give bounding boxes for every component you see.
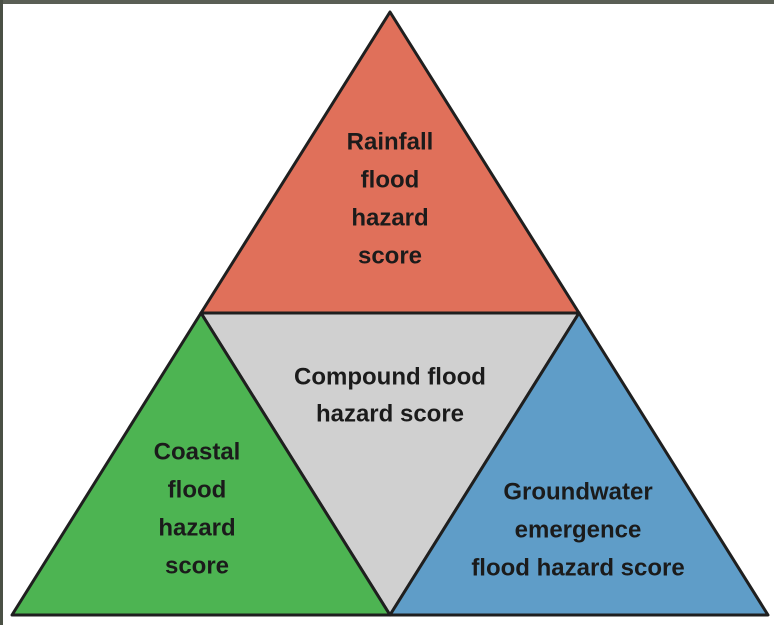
node-label: hazard [158,514,235,541]
node-label: emergence [515,516,642,543]
node-label: score [165,552,229,579]
node-label: Rainfall [347,128,434,155]
node-label: flood hazard score [471,554,684,581]
node-label: hazard [351,204,428,231]
node-label: Coastal [154,438,241,465]
node-label: score [358,242,422,269]
node-label: hazard score [316,400,464,427]
coastal-triangle [10,311,392,617]
groundwater-triangle [388,311,770,617]
labels: Rainfall flood hazard score Compound flood ha… [154,128,685,581]
node-label: Compound flood [294,363,486,390]
top-edge [0,0,774,4]
node-label: flood [168,476,227,503]
node-label: Groundwater [503,478,652,505]
node-label: flood [361,166,420,193]
left-edge [0,0,3,625]
